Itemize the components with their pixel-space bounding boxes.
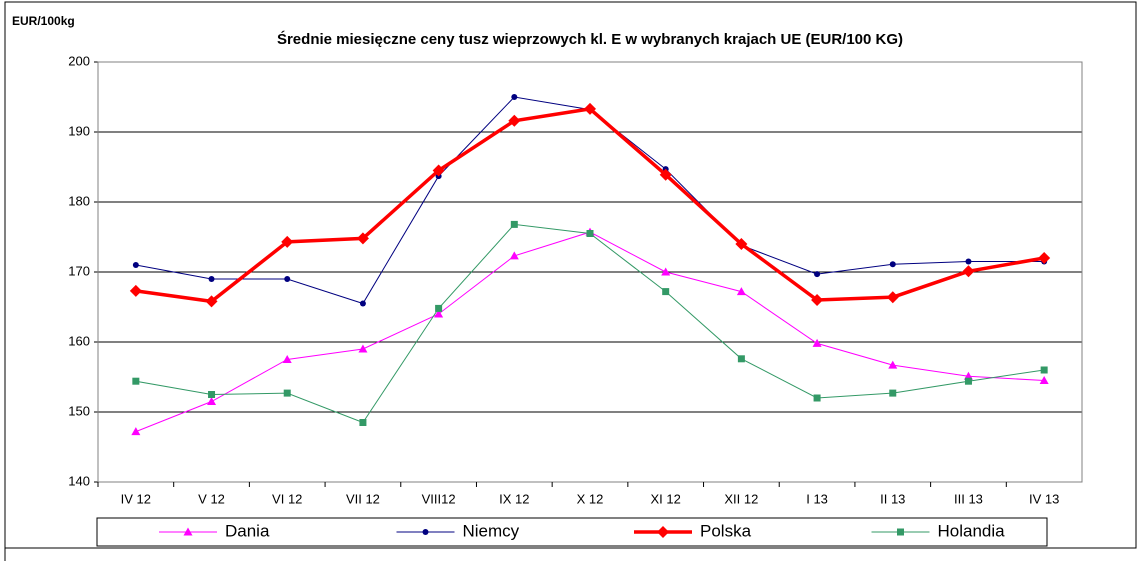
data-point [281,235,294,248]
data-point [661,267,671,276]
data-point [205,295,218,308]
data-point [132,262,139,268]
data-point [207,397,217,405]
data-point [208,276,215,282]
data-point [284,276,291,282]
legend-label: Niemcy [463,521,520,540]
data-point [811,294,824,306]
chart-title: Średnie miesięczne ceny tusz wieprzowych… [277,30,903,48]
data-point [812,338,822,347]
data-point [886,291,899,304]
y-tick-label: 140 [68,473,90,488]
y-tick-label: 170 [68,263,90,278]
data-point [129,284,142,297]
data-point [208,391,216,398]
data-point [432,164,445,177]
data-point [283,389,291,397]
data-point [434,309,444,318]
data-point [736,287,746,296]
legend-label: Polska [700,521,752,540]
data-point [662,288,670,296]
data-point [282,355,292,363]
y-axis-label: EUR/100kg [12,14,75,28]
data-point [511,94,518,100]
data-point [356,232,369,245]
data-point [964,377,972,385]
x-tick-label: V 12 [198,491,225,506]
data-point [358,344,368,353]
x-tick-label: XII 12 [724,491,758,506]
y-tick-label: 200 [68,53,90,68]
x-tick-label: II 13 [880,491,905,506]
x-tick-label: VIII12 [422,491,456,506]
legend-marker [897,528,904,536]
x-tick-label: VII 12 [346,491,380,506]
y-tick-label: 180 [68,193,90,208]
x-tick-label: IX 12 [499,491,529,506]
y-tick-label: 190 [68,123,90,138]
x-tick-label: I 13 [806,491,828,506]
plot-area [97,61,1083,483]
x-tick-label: IV 13 [1029,491,1059,506]
chart-frame [4,1,1137,549]
y-tick-label: 160 [68,333,90,348]
data-point [509,251,519,260]
data-point [735,238,748,250]
x-tick-label: XI 12 [651,491,681,506]
data-point [659,168,672,181]
data-point [813,394,821,402]
data-point [435,304,443,312]
data-point [584,102,596,115]
data-point [889,389,897,397]
legend-marker [657,526,669,538]
data-point [1038,252,1051,264]
data-point [132,377,140,385]
data-point [965,258,972,265]
legend-marker [183,527,193,536]
data-point [889,261,896,268]
legend-label: Holandia [938,521,1006,540]
x-tick-label: III 13 [954,491,983,506]
x-tick-label: X 12 [577,491,604,506]
legend-label: Dania [225,521,270,540]
data-point [962,265,975,278]
data-point [359,419,367,426]
data-point [1039,376,1049,384]
data-point [510,220,518,228]
data-point [359,300,366,307]
data-point [737,355,745,363]
x-tick-label: IV 12 [121,491,151,506]
y-tick-label: 150 [68,403,90,418]
data-point [586,230,594,237]
data-point [131,427,141,436]
legend-marker [422,529,429,535]
data-point [888,360,898,369]
data-point [814,271,821,278]
data-point [1040,366,1048,374]
data-point [508,114,521,127]
x-tick-label: VI 12 [272,491,302,506]
